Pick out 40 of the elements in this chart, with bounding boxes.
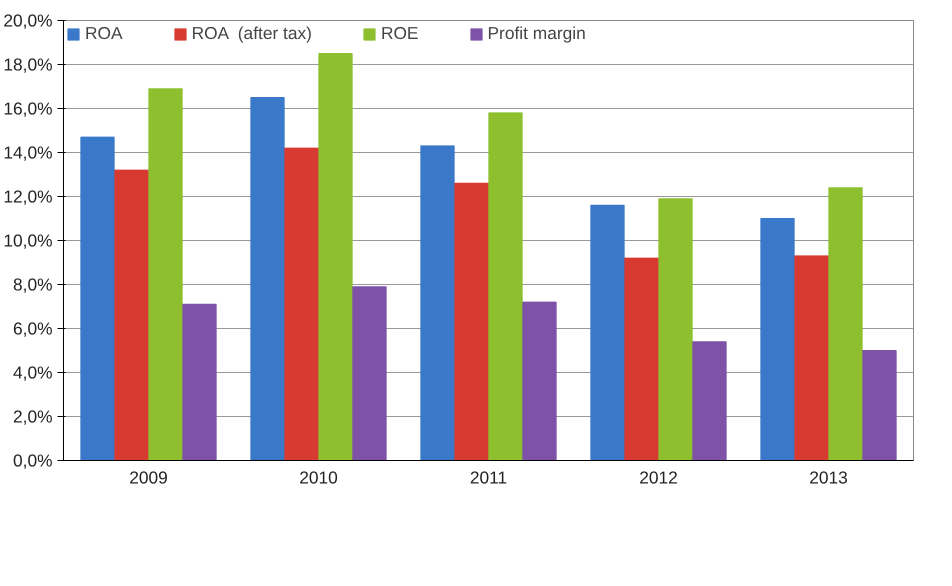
x-tick-label: 2011: [470, 468, 508, 488]
y-tick-label: 14,0%: [3, 142, 53, 162]
bar: [828, 187, 863, 460]
y-tick-label: 6,0%: [13, 318, 53, 338]
x-tick-label: 2012: [639, 468, 678, 488]
bar: [862, 350, 897, 460]
bar: [352, 286, 387, 460]
bar: [114, 170, 149, 460]
bar: [318, 53, 353, 460]
bar: [658, 198, 693, 460]
x-tick-label: 2010: [299, 468, 338, 488]
bar: [80, 136, 115, 460]
y-tick-label: 12,0%: [3, 186, 53, 206]
bar: [488, 112, 523, 460]
x-tick-label: 2009: [129, 468, 168, 488]
y-tick-label: 18,0%: [3, 54, 53, 74]
bar: [624, 258, 659, 460]
bar: [250, 97, 285, 460]
bar: [148, 88, 183, 460]
bar: [522, 302, 557, 460]
y-tick-label: 10,0%: [3, 230, 53, 250]
bar: [454, 182, 489, 460]
bar: [760, 218, 795, 460]
bar: [284, 148, 319, 460]
x-tick-label: 2013: [809, 468, 848, 488]
y-tick-label: 20,0%: [3, 10, 53, 30]
y-tick-label: 2,0%: [13, 406, 53, 426]
y-tick-label: 8,0%: [13, 274, 53, 294]
y-tick-label: 0,0%: [13, 450, 53, 470]
legend-label: ROE: [380, 23, 418, 44]
bar: [182, 304, 217, 460]
y-tick-label: 16,0%: [3, 98, 53, 118]
bar: [420, 145, 455, 460]
bar: [590, 204, 625, 460]
bar: [692, 341, 727, 460]
y-tick-label: 4,0%: [13, 362, 53, 382]
legend-label: Profit margin: [488, 23, 586, 44]
bar: [794, 255, 829, 460]
legend-label: ROA: [85, 23, 123, 44]
legend-label: ROA (after tax): [192, 23, 312, 44]
